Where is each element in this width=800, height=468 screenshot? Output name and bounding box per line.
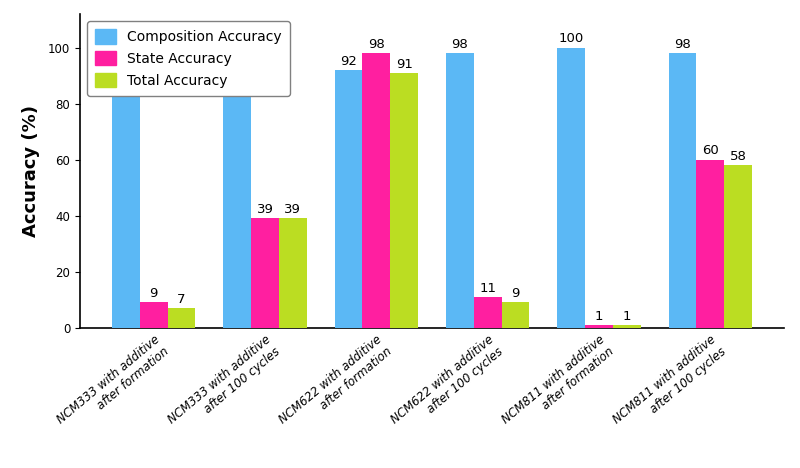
Bar <box>669 53 696 328</box>
Bar <box>724 165 752 328</box>
Legend: Composition Accuracy, State Accuracy, Total Accuracy: Composition Accuracy, State Accuracy, To… <box>87 21 290 96</box>
Text: 92: 92 <box>340 55 357 68</box>
Text: 11: 11 <box>479 282 496 294</box>
Bar <box>390 73 418 328</box>
Bar <box>446 53 474 328</box>
Text: 93: 93 <box>229 52 246 65</box>
Bar <box>112 62 140 328</box>
Text: 1: 1 <box>622 309 631 322</box>
Text: 98: 98 <box>674 38 691 51</box>
Bar <box>696 160 724 328</box>
Bar <box>223 67 251 328</box>
Text: 9: 9 <box>150 287 158 300</box>
Text: 39: 39 <box>285 203 302 216</box>
Text: 58: 58 <box>730 150 746 163</box>
Bar <box>474 297 502 328</box>
Text: 39: 39 <box>257 203 274 216</box>
Bar <box>279 219 306 328</box>
Text: 9: 9 <box>511 287 520 300</box>
Y-axis label: Accuracy (%): Accuracy (%) <box>22 105 40 237</box>
Text: 98: 98 <box>451 38 468 51</box>
Text: 1: 1 <box>594 309 603 322</box>
Text: 98: 98 <box>368 38 385 51</box>
Bar <box>334 70 362 328</box>
Text: 7: 7 <box>178 293 186 306</box>
Bar <box>613 325 641 328</box>
Text: 100: 100 <box>558 32 584 45</box>
Bar <box>362 53 390 328</box>
Text: 60: 60 <box>702 145 718 157</box>
Bar <box>502 302 530 328</box>
Bar <box>140 302 168 328</box>
Bar <box>558 48 585 328</box>
Text: 95: 95 <box>118 46 134 59</box>
Bar <box>585 325 613 328</box>
Bar <box>168 308 195 328</box>
Text: 91: 91 <box>396 58 413 71</box>
Bar <box>251 219 279 328</box>
